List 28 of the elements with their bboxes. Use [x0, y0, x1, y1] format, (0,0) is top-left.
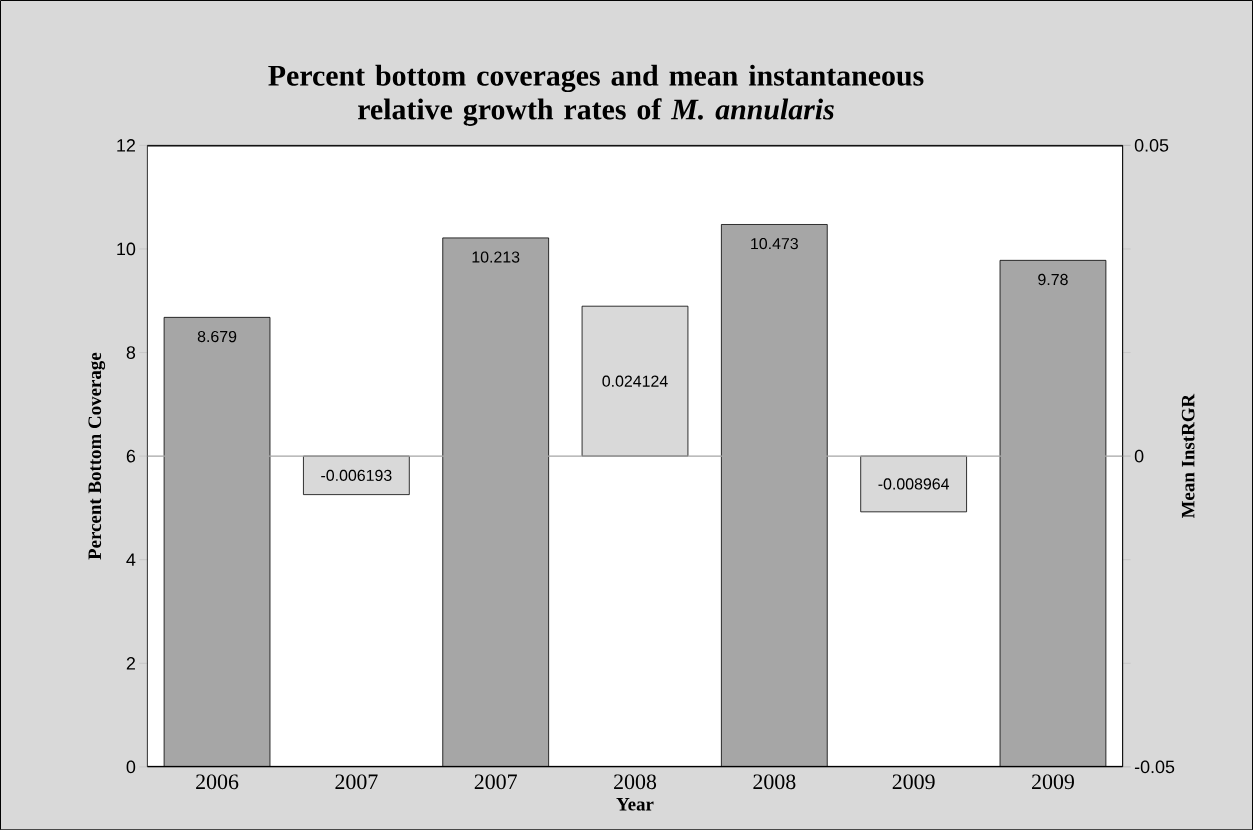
y-tick-label: 0: [126, 760, 136, 774]
data-label: 0.024124: [602, 375, 668, 387]
y2-tick-label: 0.05: [1134, 138, 1169, 152]
y-tick-label: 2: [126, 656, 135, 670]
x-axis-title: Year: [616, 797, 654, 811]
x-tick-label: 2007: [335, 774, 378, 790]
y-tick-label: 8: [126, 346, 136, 359]
y2-axis-title: Mean InstRGR: [1181, 393, 1195, 518]
x-tick-label: 2009: [892, 774, 935, 790]
data-label: 8.679: [197, 330, 237, 342]
data-label: -0.006193: [321, 469, 392, 481]
data-label: -0.008964: [878, 478, 950, 490]
data-label: 10.213: [472, 251, 520, 263]
x-tick-label: 2009: [1032, 774, 1074, 790]
x-tick-label: 2008: [614, 774, 657, 790]
y-tick-label: 4: [126, 553, 136, 566]
data-label: 10.473: [751, 237, 798, 250]
y2-tick-label: 0: [1134, 449, 1144, 463]
chart-title: Percent bottom coverages and mean instantaneous relative growth rates of M. annularis: [268, 64, 924, 126]
y-tick-label: 6: [126, 449, 136, 463]
x-tick-label: 2008: [753, 774, 796, 790]
y2-tick-label: -0.05: [1134, 760, 1175, 774]
data-label: 9.78: [1038, 273, 1068, 285]
x-tick-label: 2006: [196, 774, 239, 790]
y-tick-label: 12: [117, 138, 135, 152]
y-axis-title: Percent Bottom Coverage: [88, 352, 106, 560]
y-tick-label: 10: [117, 242, 136, 256]
x-tick-label: 2007: [474, 774, 517, 790]
